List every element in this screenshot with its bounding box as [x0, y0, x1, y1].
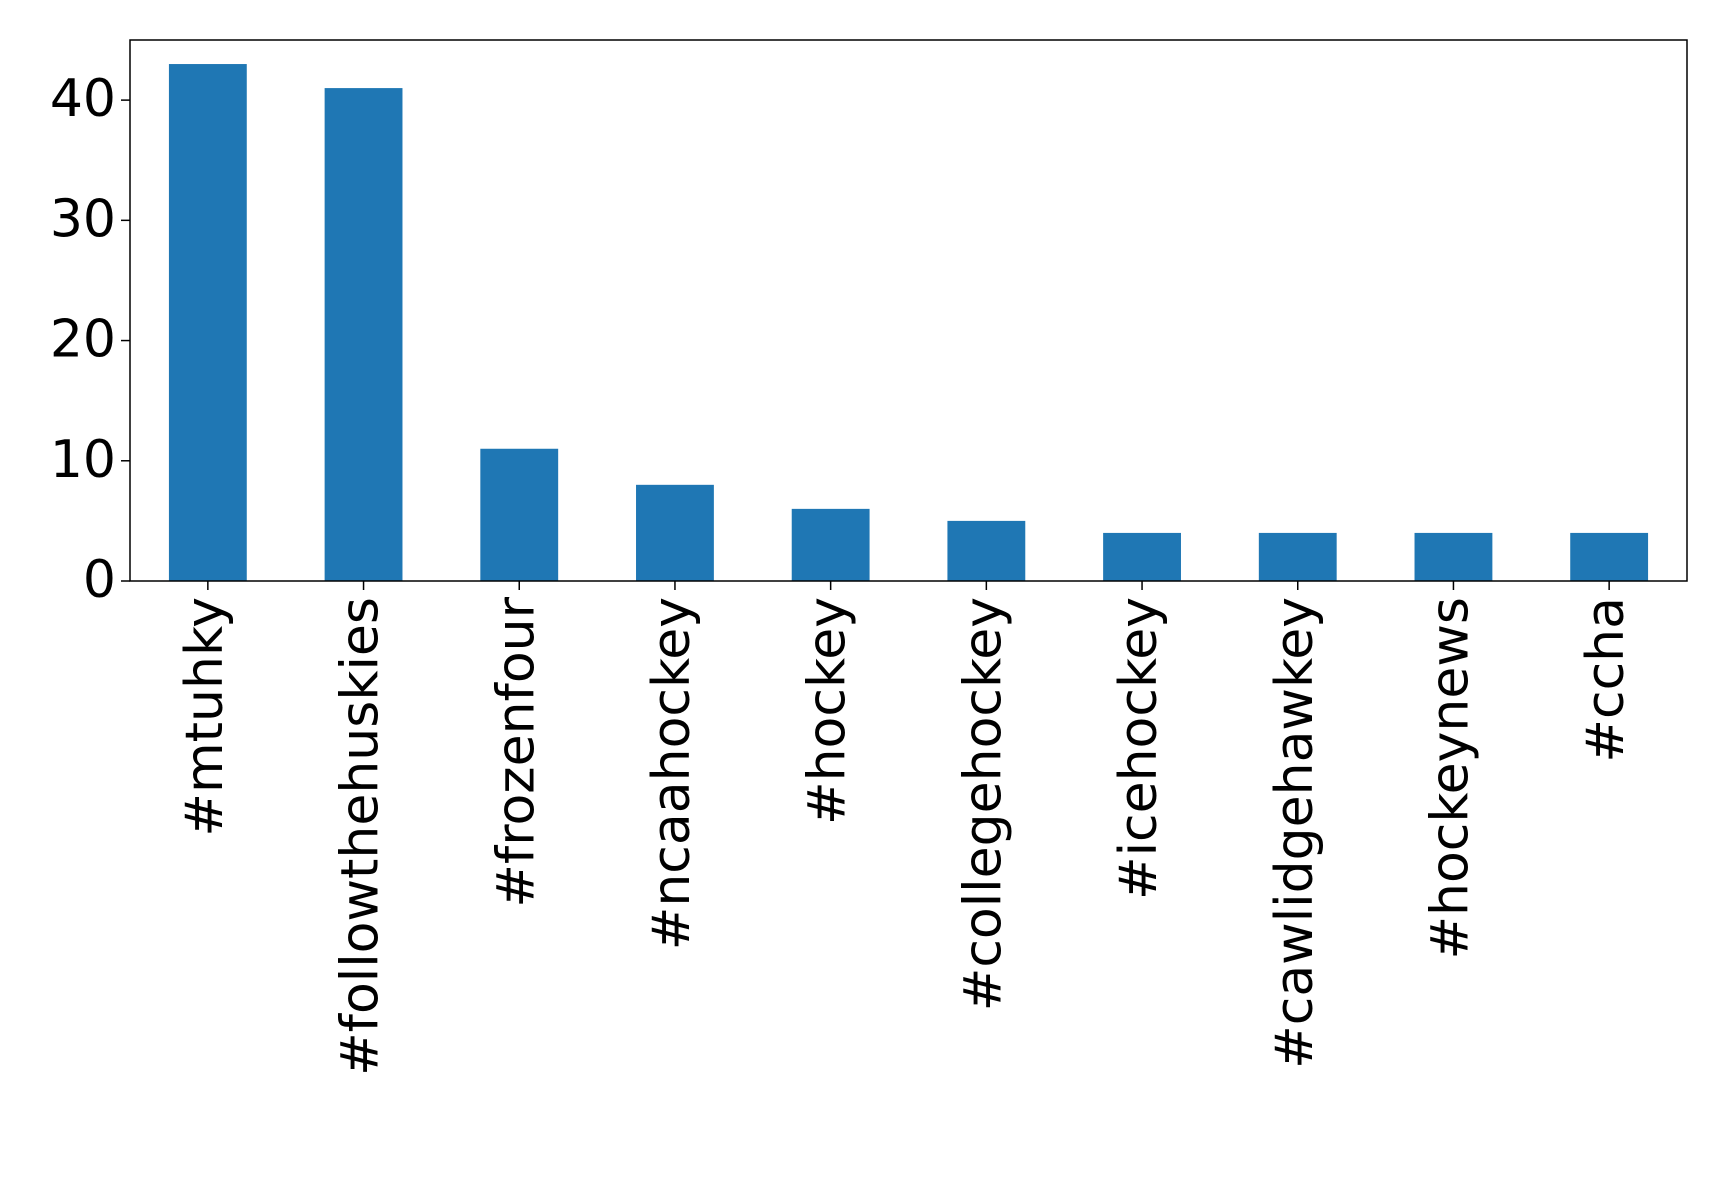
- y-tick-label: 30: [50, 189, 116, 249]
- bar: [1570, 532, 1649, 581]
- bar: [636, 484, 714, 581]
- bar: [480, 448, 559, 581]
- bar: [947, 520, 1026, 581]
- bar: [1103, 532, 1181, 581]
- x-tick-label: #hockeynews: [1420, 597, 1480, 960]
- bar: [1258, 532, 1337, 581]
- bar: [1414, 532, 1493, 581]
- y-tick-label: 40: [50, 69, 116, 129]
- bar: [168, 64, 247, 582]
- x-tick-label: #mtuhky: [175, 597, 235, 837]
- x-tick-label: #ncaahockey: [642, 597, 702, 950]
- y-tick-label: 20: [50, 310, 116, 370]
- x-tick-label: #frozenfour: [486, 596, 546, 907]
- y-tick-label: 10: [50, 430, 116, 490]
- x-tick-label: #cawlidgehawkey: [1265, 597, 1325, 1069]
- x-tick-label: #hockey: [798, 597, 858, 825]
- plot-frame: [129, 39, 1688, 582]
- x-tick-label: #ccha: [1576, 597, 1636, 763]
- x-tick-label: #collegehockey: [953, 597, 1013, 1011]
- x-tick-label: #icehockey: [1109, 597, 1169, 900]
- bar: [324, 88, 403, 581]
- y-tick-label: 0: [83, 550, 116, 610]
- bar: [791, 508, 870, 581]
- x-tick-label: #followthehuskies: [331, 597, 391, 1076]
